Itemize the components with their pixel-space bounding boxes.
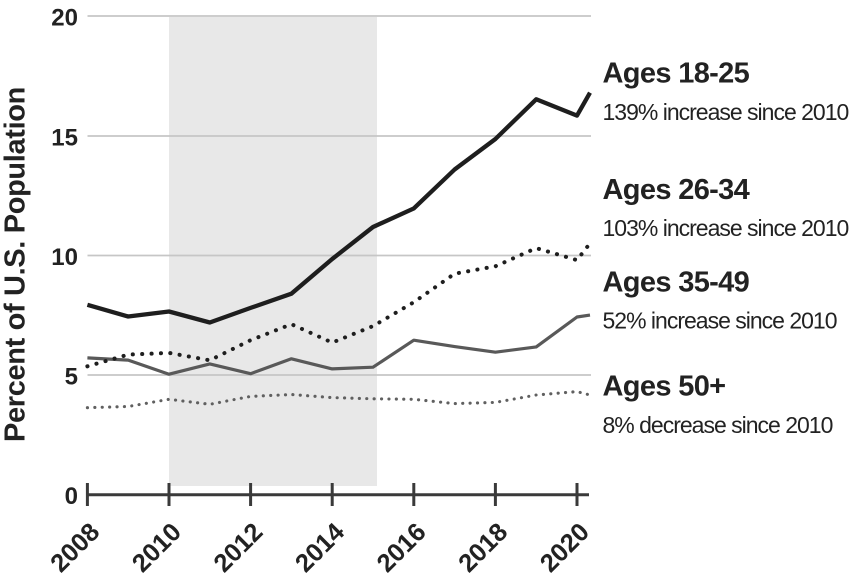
svg-text:10: 10 [51,244,78,271]
svg-text:0: 0 [65,483,78,510]
svg-text:139% increase since 2010: 139% increase since 2010 [603,99,849,125]
svg-text:Percent of U.S. Population: Percent of U.S. Population [0,87,32,442]
svg-text:Ages 35-49: Ages 35-49 [603,267,750,299]
svg-text:103% increase since 2010: 103% increase since 2010 [603,215,849,241]
svg-text:Ages 26-34: Ages 26-34 [603,174,750,206]
svg-text:Ages 50+: Ages 50+ [603,371,726,403]
svg-text:20: 20 [51,5,78,32]
svg-text:Ages 18-25: Ages 18-25 [603,58,750,90]
svg-text:15: 15 [51,125,78,152]
svg-text:5: 5 [65,364,78,391]
svg-text:52% increase since 2010: 52% increase since 2010 [603,308,837,334]
svg-text:8% decrease since 2010: 8% decrease since 2010 [603,412,833,438]
